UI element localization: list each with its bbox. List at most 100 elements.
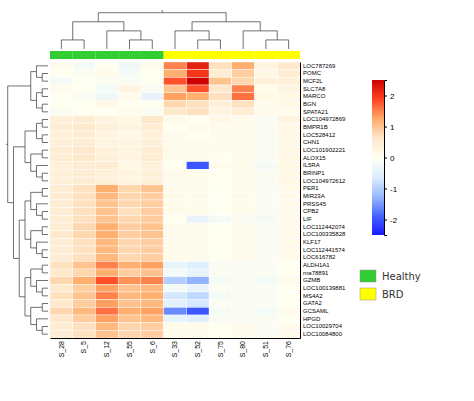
- dendrogram-branch: [42, 304, 48, 308]
- heatmap-cell: [277, 284, 300, 292]
- dendrogram-branch: [25, 131, 37, 147]
- heatmap-cell: [186, 123, 209, 131]
- heatmap-cell: [277, 246, 300, 254]
- y-tick-label: BMPR1B: [303, 124, 328, 130]
- heatmap-cell: [95, 269, 118, 277]
- heatmap-cell: [164, 77, 187, 85]
- x-tick-label: S_55: [126, 341, 134, 357]
- heatmap-cell: [141, 169, 164, 177]
- heatmap-cell: [50, 62, 73, 70]
- heatmap-cell: [95, 292, 118, 300]
- dendrogram-branch: [8, 144, 14, 202]
- heatmap-cell: [277, 139, 300, 147]
- dendrogram-branch: [42, 288, 48, 292]
- heatmap-cell: [118, 192, 141, 200]
- heatmap-cell: [118, 77, 141, 85]
- y-tick: BMPR1B: [300, 124, 328, 130]
- heatmap-cell: [141, 62, 164, 70]
- y-tick: CHN1: [300, 139, 320, 145]
- y-tick: SLC7A8: [300, 86, 326, 92]
- heatmap-cell: [50, 131, 73, 139]
- dendrogram-branch: [31, 72, 37, 86]
- y-tick: IL5RA: [300, 162, 320, 168]
- heatmap-cell: [95, 330, 118, 338]
- heatmap-cell: [50, 162, 73, 170]
- heatmap-cell: [232, 261, 255, 269]
- heatmap-cell: [277, 215, 300, 223]
- dendrogram-branch: [31, 192, 43, 201]
- heatmap-cell: [73, 192, 96, 200]
- heatmap-cell: [277, 254, 300, 262]
- heatmap-cell: [73, 254, 96, 262]
- heatmap-cell: [73, 200, 96, 208]
- y-tick: LOC10029704: [300, 323, 343, 329]
- heatmap-cell: [50, 300, 73, 308]
- heatmap-cell: [209, 192, 232, 200]
- dendrogram-branch: [36, 286, 42, 292]
- heatmap-cell: [95, 192, 118, 200]
- heatmap-cell: [164, 292, 187, 300]
- heatmap-cell: [255, 62, 278, 70]
- heatmap-cell: [73, 62, 96, 70]
- heatmap-cell: [186, 261, 209, 269]
- heatmap-cell: [118, 261, 141, 269]
- heatmap-cell: [255, 77, 278, 85]
- x-tick-label: S_33: [171, 341, 179, 357]
- heatmap-cell: [50, 307, 73, 315]
- y-tick: LOC101902221: [300, 147, 346, 153]
- heatmap-cell: [255, 177, 278, 185]
- heatmap-cell: [277, 269, 300, 277]
- heatmap-cell: [232, 100, 255, 108]
- heatmap-cell: [118, 139, 141, 147]
- heatmap-cell: [118, 254, 141, 262]
- heatmap-cell: [50, 269, 73, 277]
- heatmap-cell: [255, 323, 278, 331]
- heatmap-cell: [95, 323, 118, 331]
- x-tick: S_52: [194, 338, 202, 357]
- heatmap-cell: [164, 231, 187, 239]
- dendrogram-branch: [42, 292, 48, 296]
- heatmap-cell: [232, 123, 255, 131]
- heatmap-cell: [73, 123, 96, 131]
- heatmap-cell: [232, 238, 255, 246]
- heatmap-cell: [141, 269, 164, 277]
- heatmap-cell: [141, 85, 164, 93]
- heatmap-cell: [73, 131, 96, 139]
- heatmap-cell: [209, 131, 232, 139]
- heatmap-cell: [164, 123, 187, 131]
- heatmap-cell: [118, 154, 141, 162]
- heatmap-cell: [50, 238, 73, 246]
- group-cell: [50, 51, 73, 59]
- heatmap-cell: [141, 261, 164, 269]
- heatmap-cell: [141, 146, 164, 154]
- x-tick-label: S_12: [103, 341, 111, 357]
- y-tick: PRSS45: [300, 201, 327, 207]
- heatmap-cell: [95, 77, 118, 85]
- heatmap-cell: [50, 231, 73, 239]
- heatmap-cell: [255, 300, 278, 308]
- legend: HealthyBRD: [360, 270, 421, 300]
- heatmap-cell: [118, 116, 141, 124]
- dendrogram-branch: [36, 281, 48, 287]
- heatmap-cell: [186, 139, 209, 147]
- heatmap-cell: [164, 85, 187, 93]
- heatmap-cell: [141, 292, 164, 300]
- heatmap-cell: [255, 238, 278, 246]
- dendrogram-branch: [19, 220, 25, 258]
- heatmap-cell: [50, 315, 73, 323]
- heatmap-cell: [50, 108, 73, 116]
- heatmap-cell: [118, 169, 141, 177]
- dendrogram-branch: [42, 123, 48, 127]
- heatmap-cell: [50, 93, 73, 101]
- heatmap-cell: [209, 62, 232, 70]
- heatmap-cell: [277, 108, 300, 116]
- heatmap-cell: [186, 231, 209, 239]
- colorbar-tick: 0: [384, 154, 395, 163]
- y-tick-label: LOC100335828: [303, 231, 346, 237]
- heatmap-cell: [73, 292, 96, 300]
- heatmap-cell: [186, 108, 209, 116]
- heatmap-cell: [141, 246, 164, 254]
- x-tick: S_6: [149, 338, 157, 353]
- heatmap-cell: [186, 77, 209, 85]
- heatmap-cell: [255, 85, 278, 93]
